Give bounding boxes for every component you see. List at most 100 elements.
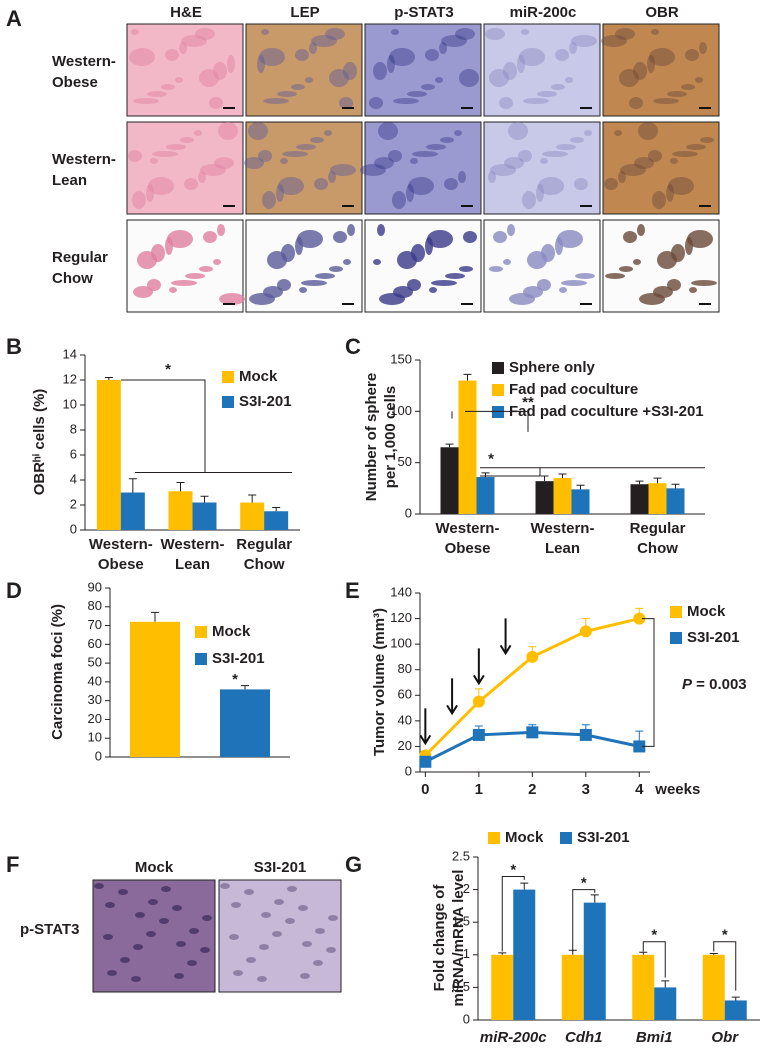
tissue bbox=[507, 224, 515, 236]
tissue bbox=[176, 941, 186, 947]
tissue bbox=[189, 928, 199, 934]
tissue bbox=[309, 42, 317, 54]
tissue bbox=[537, 91, 557, 97]
y-tick-label: 2 bbox=[70, 496, 77, 511]
tissue bbox=[209, 97, 223, 109]
tissue bbox=[431, 280, 457, 286]
tissue bbox=[277, 279, 291, 291]
tissue bbox=[537, 279, 551, 291]
error-bar bbox=[151, 611, 159, 622]
bracket bbox=[121, 379, 292, 473]
tissue bbox=[604, 178, 618, 190]
x-tick-label: 2 bbox=[528, 781, 536, 798]
tissue bbox=[408, 177, 434, 195]
tissue bbox=[672, 151, 698, 157]
tissue bbox=[615, 28, 635, 40]
legend-label: S3I-201 bbox=[687, 629, 740, 646]
tissue bbox=[213, 259, 221, 265]
tissue bbox=[185, 273, 205, 279]
tissue bbox=[623, 231, 637, 243]
y-tick-label: 1 bbox=[463, 946, 470, 961]
y-axis-label: miRNA/mRNA level bbox=[450, 870, 467, 1007]
tissue bbox=[649, 48, 675, 66]
tissue bbox=[187, 960, 197, 966]
legend-swatch bbox=[670, 632, 682, 644]
legend-label: Mock bbox=[239, 368, 278, 385]
tissue bbox=[490, 164, 516, 176]
tissue bbox=[299, 287, 307, 293]
tissue bbox=[272, 931, 282, 937]
tissue bbox=[493, 231, 507, 243]
x-tick-label: Lean bbox=[545, 540, 580, 557]
tissue bbox=[620, 164, 646, 176]
tissue bbox=[339, 97, 353, 109]
tissue bbox=[391, 29, 399, 35]
tissue bbox=[107, 970, 117, 976]
marker bbox=[472, 728, 485, 741]
column-header: LEP bbox=[290, 4, 319, 21]
tissue bbox=[129, 48, 155, 66]
tissue bbox=[131, 976, 141, 982]
x-tick-label: miR-200c bbox=[480, 1029, 547, 1046]
tissue bbox=[503, 62, 517, 80]
tissue bbox=[412, 151, 438, 157]
legend-swatch bbox=[222, 396, 234, 408]
error-bar bbox=[558, 473, 567, 479]
y-axis-label: Tumor volume (mm³) bbox=[371, 608, 388, 756]
panel-letter: E bbox=[345, 578, 360, 603]
tissue bbox=[301, 280, 327, 286]
bar bbox=[192, 502, 217, 530]
micrograph bbox=[364, 121, 482, 215]
tissue bbox=[653, 286, 673, 298]
tissue bbox=[619, 69, 639, 87]
tissue bbox=[689, 287, 697, 293]
tissue bbox=[147, 279, 161, 291]
tissue bbox=[151, 244, 165, 262]
y-axis-label: Carcinoma foci (%) bbox=[49, 604, 66, 740]
significance: * bbox=[510, 862, 516, 879]
tissue bbox=[347, 224, 355, 236]
tissue bbox=[328, 915, 338, 921]
tissue bbox=[169, 287, 177, 293]
bar bbox=[476, 477, 495, 514]
tissue bbox=[146, 931, 156, 937]
tissue bbox=[488, 171, 496, 183]
x-tick-label: Obese bbox=[98, 556, 144, 573]
tissue bbox=[311, 35, 337, 47]
significance: * bbox=[232, 671, 238, 688]
tissue bbox=[360, 164, 386, 176]
tissue bbox=[276, 184, 284, 202]
y-tick-label: 100 bbox=[390, 403, 412, 418]
tissue bbox=[195, 28, 215, 40]
bar bbox=[491, 954, 514, 1020]
tissue bbox=[246, 957, 256, 963]
tissue bbox=[439, 42, 447, 54]
tissue bbox=[259, 48, 285, 66]
y-axis-label: OBRʰⁱ cells (%) bbox=[31, 389, 48, 496]
error-bar bbox=[248, 494, 257, 503]
tissue bbox=[135, 912, 145, 918]
y-tick-label: 0 bbox=[95, 748, 102, 763]
micrograph bbox=[364, 23, 482, 117]
error-bar bbox=[653, 477, 662, 484]
tissue bbox=[296, 144, 316, 150]
tissue bbox=[244, 157, 264, 169]
bar bbox=[571, 489, 590, 514]
tissue bbox=[133, 98, 159, 104]
tissue bbox=[667, 279, 681, 291]
tissue bbox=[429, 287, 437, 293]
tissue bbox=[175, 77, 183, 83]
marker bbox=[526, 650, 539, 663]
tissue bbox=[274, 899, 284, 905]
error-bar bbox=[445, 443, 454, 448]
legend-label: S3I-201 bbox=[577, 829, 630, 846]
error-bar bbox=[731, 996, 740, 1001]
tissue bbox=[329, 69, 349, 87]
x-tick-label: 0 bbox=[421, 781, 429, 798]
tissue bbox=[570, 137, 584, 143]
bar bbox=[666, 488, 685, 514]
tissue bbox=[148, 177, 174, 195]
row-label: p-STAT3 bbox=[20, 921, 79, 938]
panel-letter: G bbox=[345, 852, 362, 877]
